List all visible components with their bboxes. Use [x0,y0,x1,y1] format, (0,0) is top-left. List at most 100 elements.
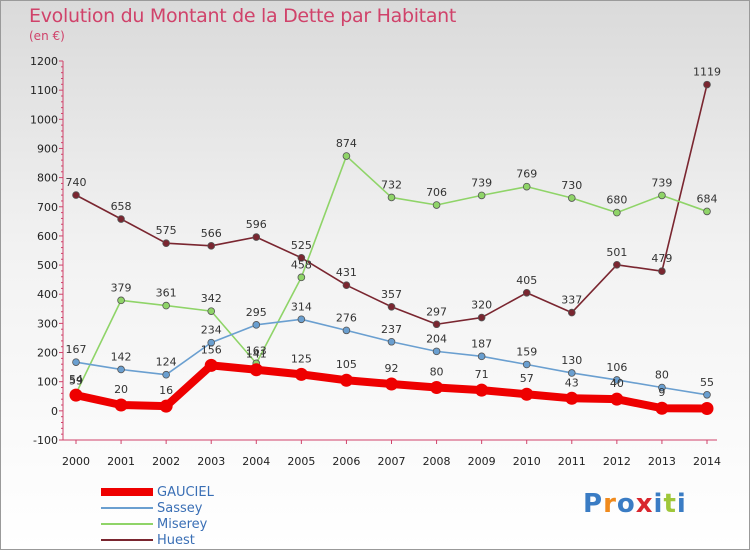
data-label-gauciel: 71 [475,368,489,381]
series-layer [69,80,714,416]
x-tick-label: 2003 [197,455,225,468]
data-label-huest: 479 [651,252,672,265]
legend-swatch-sassey [101,507,153,509]
data-label-miserey: 739 [471,176,492,189]
data-label-sassey: 80 [655,369,669,382]
x-tick-label: 2012 [603,455,631,468]
data-point-sassey [432,347,441,356]
data-label-gauciel: 43 [565,376,579,389]
data-point-sassey [117,365,125,374]
data-point-huest [387,302,396,311]
data-label-miserey: 706 [426,186,447,199]
data-label-sassey: 142 [111,350,132,363]
data-label-gauciel: 57 [520,372,534,385]
data-point-gauciel [610,392,624,406]
logo-letter: r [603,489,617,519]
data-label-miserey: 732 [381,178,402,191]
data-point-miserey [297,273,306,282]
logo-letter: P [583,489,604,519]
data-point-miserey [567,194,576,202]
logo-letter: i [653,489,664,519]
data-label-miserey: 680 [606,194,627,207]
data-label-sassey: 314 [291,300,312,313]
chart-title: Evolution du Montant de la Dette par Hab… [29,5,457,27]
data-label-sassey: 106 [606,361,627,374]
data-label-huest: 337 [561,294,582,307]
data-label-huest: 405 [516,274,537,287]
data-point-gauciel [204,358,218,372]
data-point-sassey [297,315,306,324]
data-label-gauciel: 92 [385,362,399,375]
y-tick-label: 1000 [30,113,58,126]
data-label-huest: 566 [201,227,222,240]
data-label-miserey: 342 [201,292,222,305]
data-point-gauciel [565,391,579,405]
x-tick-label: 2005 [287,455,315,468]
x-tick-label: 2011 [558,455,586,468]
data-point-huest [297,253,306,262]
x-tick-label: 2001 [107,455,135,468]
legend-item-miserey: Miserey [101,517,301,533]
data-label-huest: 525 [291,239,312,252]
data-point-huest [567,308,576,317]
axes: -100 0 100 200 300 400 500 600 700 800 900 1000 1100… [30,55,721,468]
legend-label-miserey: Miserey [157,517,208,532]
data-label-huest: 575 [156,224,177,237]
data-point-miserey [613,208,621,217]
data-point-gauciel [339,373,353,387]
y-tick-label: 600 [37,230,58,243]
data-point-sassey [658,383,666,392]
y-tick-label: 900 [37,142,58,155]
x-tick-label: 2000 [62,455,90,468]
y-tick-label: 800 [37,172,58,185]
data-point-miserey [207,307,216,315]
data-label-miserey: 163 [246,344,267,357]
data-label-huest: 297 [426,305,447,318]
data-point-gauciel [655,401,669,415]
y-tick-label: -100 [33,434,58,447]
data-labels: 740 658 575 566 596 525 431 357 297 320 405 337 501 4… [66,66,722,400]
data-label-huest: 320 [471,299,492,312]
data-point-miserey [477,191,486,200]
legend-item-gauciel: GAUCIEL [101,485,301,501]
data-point-huest [117,215,125,223]
data-label-huest: 431 [336,266,357,279]
data-point-huest [252,233,261,241]
y-tick-label: 0 [51,405,58,418]
data-label-sassey: 167 [66,343,87,356]
data-point-sassey [342,326,351,335]
data-point-miserey [162,301,170,310]
legend-item-huest: Huest [101,533,301,549]
data-label-sassey: 237 [381,323,402,336]
data-label-gauciel: 16 [159,384,173,397]
legend-label-sassey: Sassey [157,501,203,516]
legend-label-gauciel: GAUCIEL [157,485,214,500]
legend-item-sassey: Sassey [101,501,301,517]
data-label-miserey: 458 [291,258,312,271]
data-point-miserey [658,191,666,200]
data-point-miserey [387,193,396,202]
legend-swatch-huest [101,539,153,541]
legend-swatch-miserey [101,523,153,525]
data-point-sassey [252,321,261,329]
data-point-sassey [522,360,531,369]
data-label-miserey: 874 [336,137,357,150]
data-point-miserey [432,201,441,209]
y-tick-label: 300 [37,317,58,330]
data-point-huest [162,239,170,248]
data-label-miserey: 739 [651,176,672,189]
data-point-miserey [342,152,351,160]
data-point-huest [613,260,621,269]
x-tick-label: 2014 [693,455,721,468]
data-label-miserey: 730 [561,179,582,192]
logo-letter: o [616,489,636,519]
data-point-miserey [117,296,125,305]
data-point-gauciel [475,383,489,397]
data-point-sassey [567,369,576,377]
logo-letter: x [635,489,654,519]
data-label-gauciel: 9 [658,386,665,399]
data-point-gauciel [249,363,263,377]
x-tick-label: 2009 [468,455,496,468]
x-tick-label: 2010 [513,455,541,468]
